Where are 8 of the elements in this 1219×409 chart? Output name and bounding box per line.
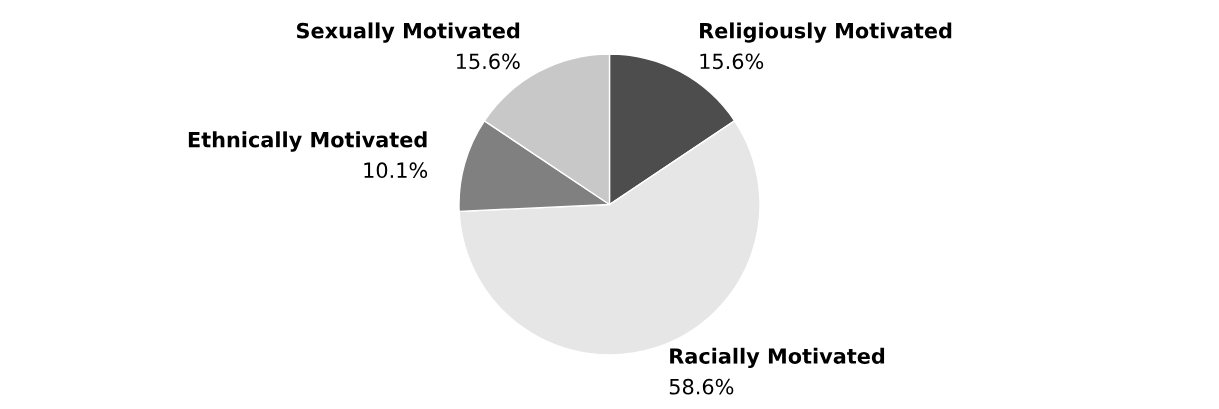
data-label: 15.6% xyxy=(700,53,764,70)
slice-label: Ethnically Motivated xyxy=(188,131,427,152)
data-label: 15.6% xyxy=(456,53,520,70)
slice-label: Sexually Motivated xyxy=(296,22,520,43)
data-label: 10.1% xyxy=(364,162,428,179)
data-label: 58.6% xyxy=(669,378,734,395)
slice-label: Racially Motivated xyxy=(670,347,885,369)
slice-label: Religiously Motivated xyxy=(700,22,952,43)
